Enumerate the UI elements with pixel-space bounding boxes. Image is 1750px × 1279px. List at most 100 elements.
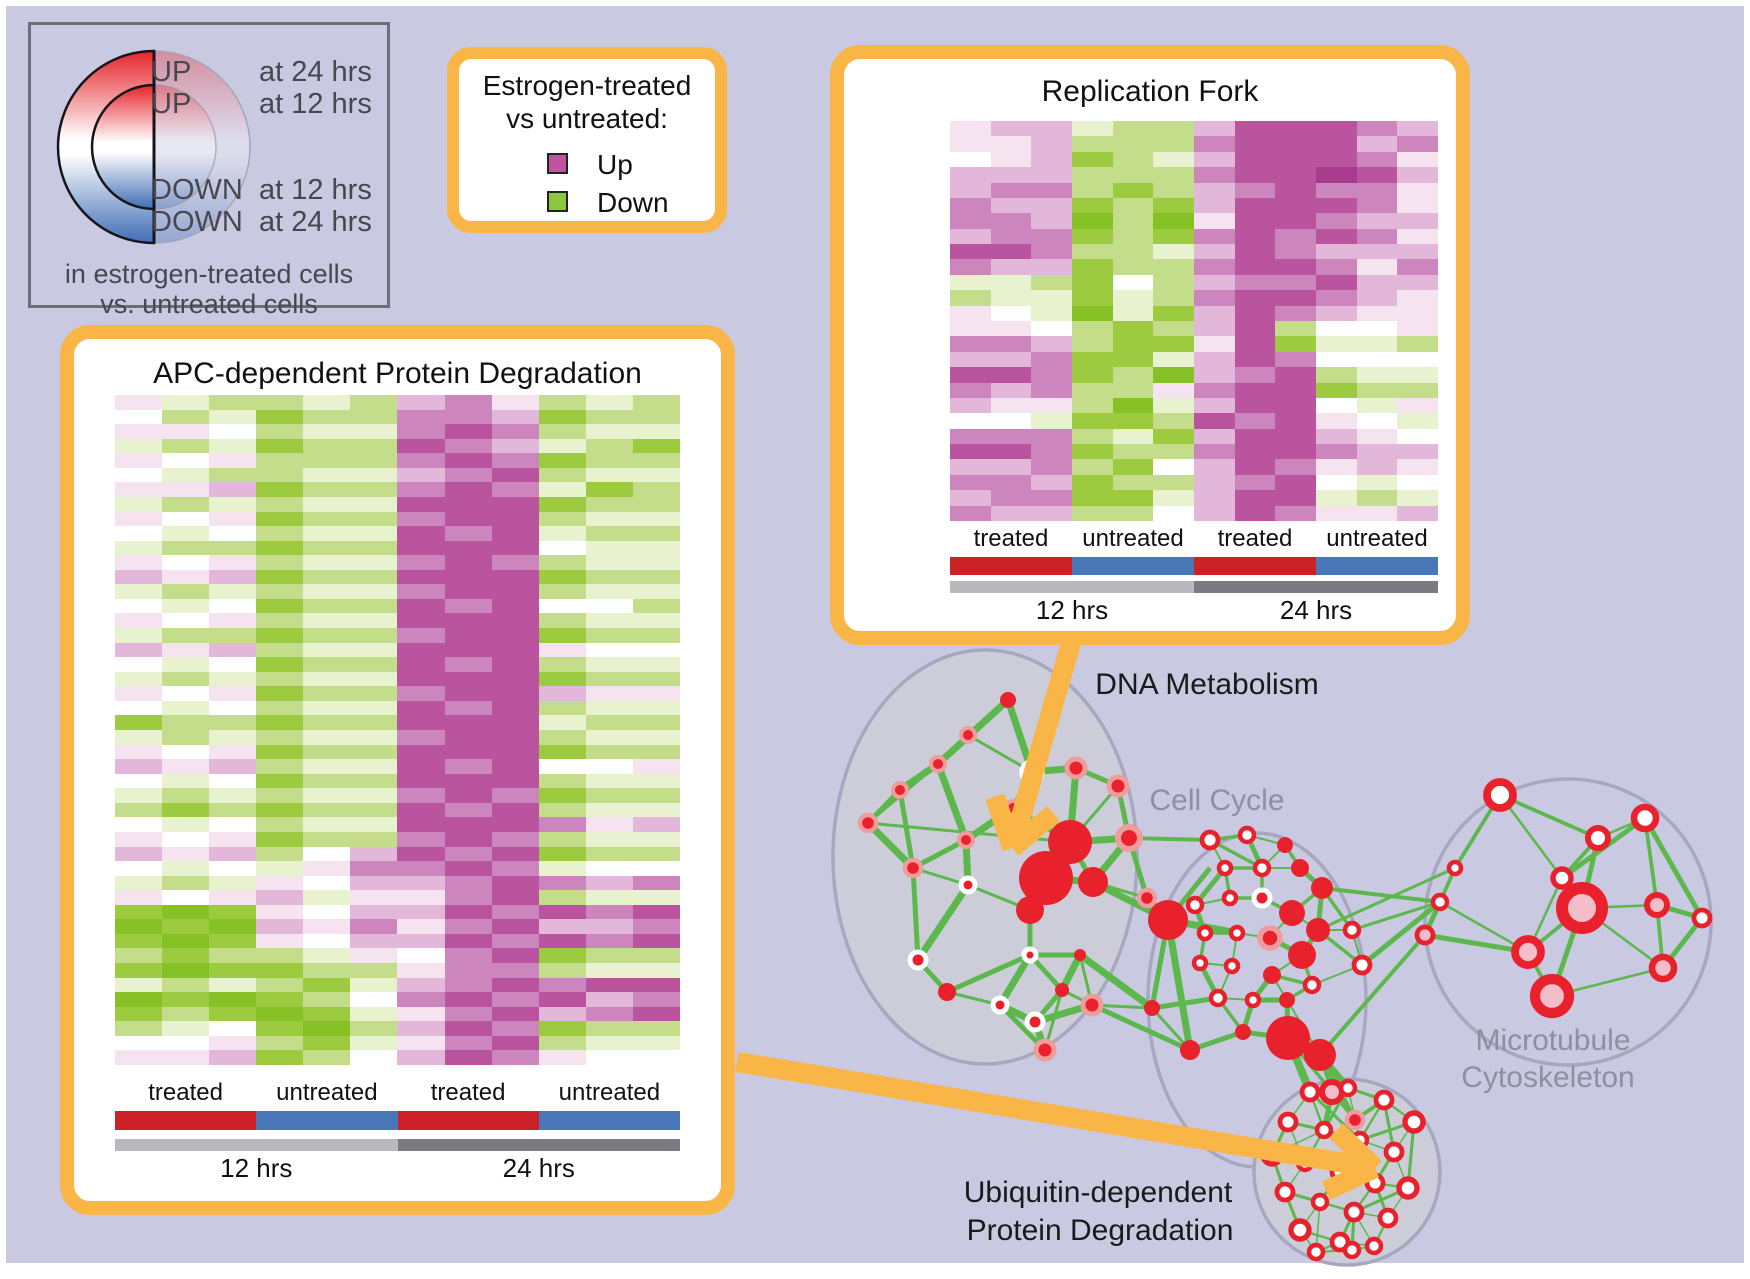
heatmap-cell: [1112, 274, 1154, 291]
heatmap-cell: [350, 729, 398, 745]
heatmap-cell: [585, 831, 633, 847]
group-label: treated: [973, 525, 1049, 552]
heatmap-cell: [1275, 182, 1316, 198]
heatmap-cell: [162, 1021, 210, 1036]
group-label: untreated: [1082, 525, 1184, 552]
heatmap-cell: [1397, 444, 1438, 460]
heatmap-cell: [209, 817, 257, 832]
heatmap-cell: [444, 409, 492, 425]
heatmap-cell: [444, 846, 492, 862]
heatmap-cell: [115, 759, 163, 774]
heatmap-cell: [1072, 413, 1113, 429]
heatmap-cell: [491, 584, 539, 599]
heatmap-cell: [1356, 382, 1398, 398]
heatmap-cell: [1397, 136, 1438, 152]
heatmap-cell: [1234, 244, 1276, 260]
heatmap-cell: [632, 861, 680, 876]
heatmap-cell: [990, 305, 1032, 321]
heatmap-cell: [162, 904, 210, 920]
heatmap-cell: [162, 802, 210, 818]
heatmap-cell: [632, 598, 680, 614]
heatmap-cell: [397, 948, 445, 964]
heatmap-cell: [350, 584, 398, 599]
updown-row: UP at 24 hrs: [31, 56, 387, 88]
up-color-swatch: [547, 153, 568, 174]
heatmap-cell: [115, 467, 163, 483]
heatmap-cell: [632, 933, 680, 949]
heatmap-cell: [444, 729, 492, 745]
heatmap-cell: [1316, 136, 1357, 152]
heatmap-cell: [1153, 336, 1194, 352]
heatmap-cell: [1234, 397, 1276, 414]
heatmap-cell: [538, 424, 586, 439]
heatmap-cell: [632, 846, 680, 862]
heatmap-cell: [162, 933, 210, 949]
heatmap-cell: [585, 817, 633, 832]
heatmap-cell: [256, 977, 304, 993]
heatmap-cell: [1031, 351, 1072, 368]
heatmap-cell: [444, 1035, 492, 1051]
heatmap-cell: [632, 729, 680, 745]
heatmap-cell: [1275, 320, 1316, 337]
heatmap-cell: [1194, 320, 1235, 337]
heatmap-cell: [1316, 336, 1357, 352]
heatmap-cell: [350, 395, 398, 410]
heatmap-cell: [303, 1035, 351, 1051]
heatmap-cell: [1194, 351, 1235, 368]
replication-fork-panel: Replication Fork treated untreated treat…: [830, 45, 1470, 645]
heatmap-cell: [1316, 213, 1357, 229]
heatmap-cell: [1153, 490, 1194, 506]
untreated-bar-segment: [256, 1111, 398, 1130]
heatmap-cell: [990, 228, 1032, 245]
heatmap-cell: [1072, 336, 1113, 352]
heatmap-cell: [209, 933, 257, 949]
heatmap-cell: [162, 467, 210, 483]
heatmap-cell: [491, 657, 539, 672]
heatmap-cell: [632, 773, 680, 789]
heatmap-cell: [444, 861, 492, 876]
heatmap-cell: [162, 657, 210, 672]
heatmap-cell: [950, 428, 991, 445]
heatmap-cell: [950, 197, 991, 214]
heatmap-cell: [1072, 382, 1113, 398]
heatmap-cell: [350, 963, 398, 978]
heatmap-cell: [1153, 428, 1194, 445]
heatmap-cell: [1031, 474, 1072, 491]
heatmap-cell: [350, 992, 398, 1007]
heatmap-cell: [350, 613, 398, 629]
heatmap-cell: [585, 482, 633, 497]
heatmap-cell: [1275, 151, 1316, 168]
heatmap-cell: [491, 904, 539, 920]
heatmap-cell: [350, 569, 398, 585]
heatmap-cell: [1397, 197, 1438, 214]
heatmap-cell: [1194, 336, 1235, 352]
heatmap-cell: [491, 875, 539, 891]
heatmap-cell: [115, 1050, 163, 1065]
heatmap-cell: [1072, 490, 1113, 506]
heatmap-cell: [950, 444, 991, 460]
heatmap-cell: [585, 1006, 633, 1022]
heatmap-cell: [950, 259, 991, 275]
heatmap-cell: [1316, 228, 1357, 245]
heatmap-cell: [1356, 413, 1398, 429]
heatmap-cell: [632, 569, 680, 585]
heatmap-cell: [256, 686, 304, 701]
heatmap-cell: [491, 642, 539, 658]
heatmap-cell: [444, 904, 492, 920]
heatmap-cell: [162, 395, 210, 410]
hour-label: 12 hrs: [1035, 595, 1109, 625]
heatmap-cell: [115, 569, 163, 585]
heatmap-cell: [397, 613, 445, 629]
heatmap-cell: [256, 1021, 304, 1036]
heatmap-cell: [1031, 274, 1072, 291]
heatmap-cell: [538, 977, 586, 993]
heatmap-cell: [256, 904, 304, 920]
heatmap-cell: [632, 1021, 680, 1036]
heatmap-cell: [950, 136, 991, 152]
inner-circle-left-half: [90, 83, 156, 211]
heatmap-cell: [1356, 259, 1398, 275]
heatmap-cell: [444, 933, 492, 949]
heatmap-cell: [491, 526, 539, 541]
heatmap-cell: [256, 395, 304, 410]
heatmap-cell: [585, 963, 633, 978]
